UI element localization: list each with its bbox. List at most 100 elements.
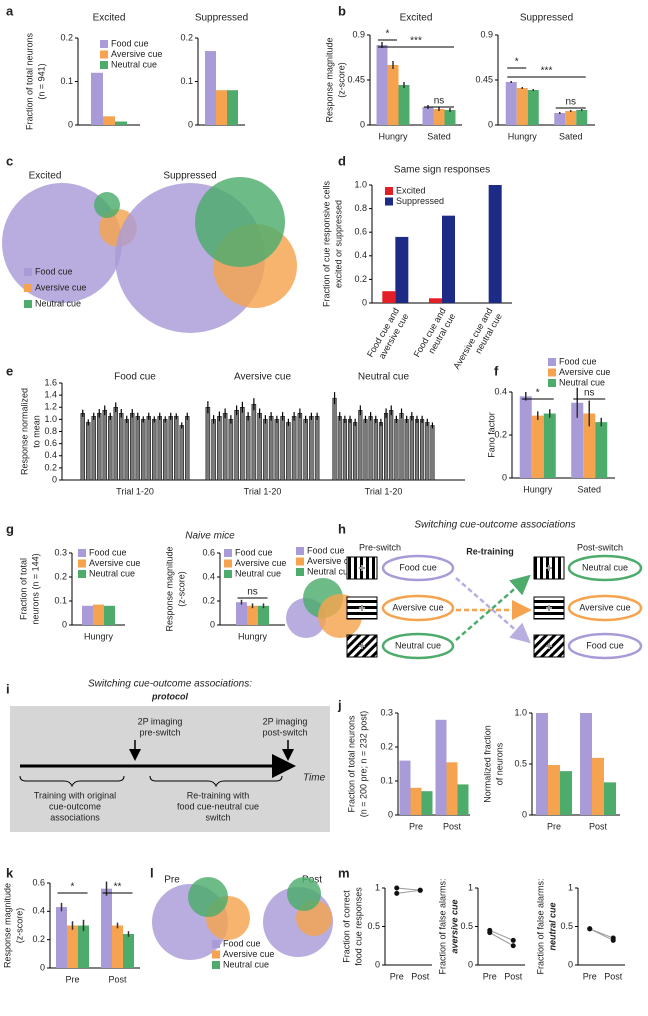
- bar: [67, 925, 78, 968]
- bar: [531, 415, 544, 478]
- bar: [303, 419, 308, 481]
- brace: [19, 775, 125, 788]
- legend-swatch: [100, 40, 108, 48]
- bar: [115, 121, 127, 125]
- y-tick-label: 0: [522, 809, 527, 819]
- y-axis-label: neurons (n = 144): [30, 553, 40, 624]
- bar: [363, 419, 368, 481]
- bar: [82, 605, 93, 625]
- bar: [179, 425, 184, 481]
- data-point: [610, 937, 616, 943]
- bar: [404, 419, 409, 481]
- significance-label: *: [536, 388, 540, 399]
- legend-label: Aversive cue: [89, 558, 140, 568]
- step-label: post-switch: [262, 727, 307, 737]
- bar: [422, 107, 434, 125]
- bar: [378, 422, 383, 481]
- bar: [93, 604, 104, 625]
- bar: [353, 422, 358, 481]
- y-tick-label: 0.4: [202, 571, 215, 581]
- y-axis-label: excited or suppressed: [333, 200, 343, 288]
- bar: [291, 416, 297, 481]
- bar: [314, 416, 320, 481]
- bar: [554, 113, 566, 125]
- bar: [280, 416, 285, 481]
- bar: [309, 416, 314, 481]
- bar: [382, 291, 396, 303]
- cue-label: Food cue: [399, 562, 437, 572]
- y-tick-label: 0: [40, 962, 45, 972]
- y-tick-label: 0.4: [494, 386, 507, 396]
- bar: [56, 907, 67, 968]
- bar: [217, 416, 222, 481]
- data-line: [489, 929, 514, 941]
- bar: [205, 51, 216, 125]
- panel-label: d: [338, 153, 346, 168]
- y-tick-label: 1.4: [44, 390, 57, 400]
- x-tick-label: Pre: [390, 971, 404, 981]
- y-axis-label: Normalized fraction: [482, 725, 492, 803]
- legend-label: Aversive cue: [307, 556, 358, 566]
- y-tick-label: 0.5: [367, 921, 380, 931]
- panel-label: c: [6, 153, 13, 168]
- bar: [102, 410, 107, 481]
- y-axis-label: Fraction of total: [18, 558, 28, 620]
- venn-circle: [195, 177, 285, 267]
- legend-swatch: [296, 547, 304, 555]
- x-tick-label: Pre: [409, 821, 423, 831]
- bar: [247, 605, 258, 625]
- x-tick-label: Sated: [559, 131, 583, 141]
- cue-label: Neutral cue: [395, 640, 441, 650]
- bar: [245, 416, 251, 481]
- venn-title: Excited: [29, 171, 62, 182]
- bar: [274, 419, 280, 481]
- legend-swatch: [548, 358, 556, 366]
- bar: [174, 416, 179, 481]
- phase-label: Pre-switch: [359, 542, 401, 552]
- panel-label: f: [494, 363, 499, 378]
- x-tick-label: Post: [604, 971, 623, 981]
- significance-label: ns: [247, 587, 258, 598]
- bar: [433, 109, 445, 125]
- significance-label: ns: [434, 96, 445, 107]
- y-tick-label: 0: [488, 119, 493, 129]
- y-tick-label: 0: [362, 297, 367, 307]
- bar: [395, 236, 409, 303]
- venn-circle: [287, 877, 321, 911]
- grating-marker: [546, 605, 552, 611]
- x-tick-label: Post: [411, 971, 430, 981]
- bar: [347, 419, 353, 481]
- data-line: [489, 932, 514, 947]
- bar: [97, 413, 102, 481]
- chart-title: Same sign responses: [394, 165, 490, 176]
- bar: [91, 416, 96, 481]
- bar: [101, 888, 112, 968]
- bar: [543, 413, 556, 478]
- y-tick-label: 1: [375, 882, 380, 892]
- legend-label: Neutral cue: [559, 377, 605, 387]
- bar: [368, 416, 373, 481]
- grating-marker: [546, 565, 552, 571]
- bar: [410, 787, 422, 815]
- legend-label: Aversive cue: [559, 367, 610, 377]
- x-tick-label: Hungry: [378, 131, 408, 141]
- y-tick-label: 0.1: [180, 76, 193, 86]
- bar: [394, 419, 399, 481]
- x-axis-label: Trial 1-20: [365, 486, 403, 496]
- legend-swatch: [24, 300, 32, 308]
- switching-diagram: Switching cue-outcome associations Pre-s…: [359, 520, 623, 644]
- phase-label: Re-training: [466, 546, 514, 556]
- bar: [421, 791, 433, 815]
- bar: [286, 422, 291, 481]
- group-title: Food cue: [114, 372, 156, 383]
- bar: [444, 110, 456, 125]
- venn-title: Pre: [164, 875, 180, 886]
- y-tick-label: 0: [360, 119, 365, 129]
- legend-label: Neutral cue: [223, 959, 269, 969]
- y-tick-label: 0.2: [32, 934, 45, 944]
- bar: [268, 416, 274, 481]
- legend-label: Neutral cue: [111, 59, 157, 69]
- bar: [113, 407, 118, 481]
- panel-label: a: [6, 3, 14, 18]
